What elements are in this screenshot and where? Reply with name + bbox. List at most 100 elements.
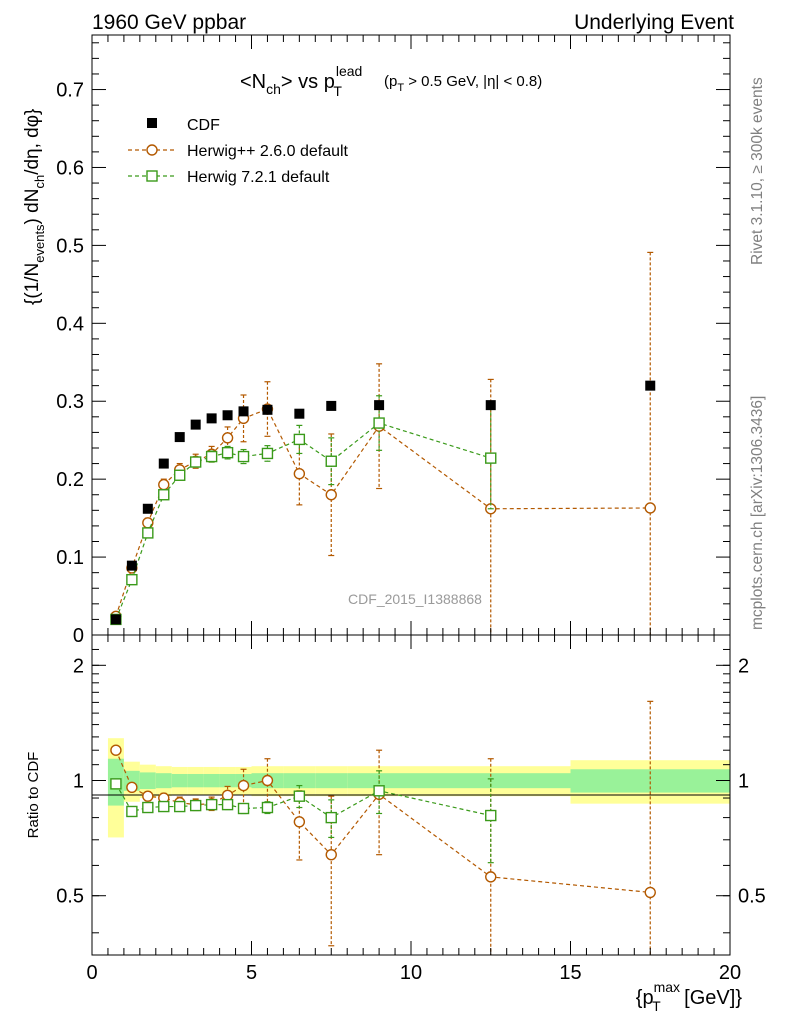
main-y-tick-label: 0 — [73, 625, 84, 647]
herwig7-point — [221, 446, 234, 459]
ratio-y-axis-label: Ratio to CDF — [25, 752, 42, 839]
rivet-version-label: Rivet 3.1.10, ≥ 300k events — [749, 77, 766, 265]
legend-label-cdf: CDF — [187, 117, 220, 134]
title-cut-pt: > 0.5 GeV, — [404, 73, 483, 90]
cdf-point — [238, 406, 249, 417]
ratio-band-inner — [139, 772, 156, 790]
title-cut-open: (p — [384, 73, 397, 90]
herwig7-point — [325, 455, 337, 467]
ratio-y-tick-label-right: 0.5 — [738, 886, 766, 908]
ratio-band-inner — [171, 773, 188, 788]
herwig7-point — [373, 417, 385, 429]
herwig7-point — [189, 456, 202, 468]
x-axis-label: {pmax T [GeV]} — [636, 979, 743, 1014]
herwigpp-point — [325, 489, 337, 501]
title-cut-t-sub: T — [397, 82, 404, 94]
header-analysis-label: Underlying Event — [574, 11, 734, 34]
herwigpp-point — [142, 517, 154, 529]
ratio-herwig7-point — [261, 801, 274, 814]
title-nch-open: <N — [240, 71, 266, 93]
main-y-axis-label: {(1/Nevents) dNch/dη, dφ} — [22, 109, 47, 305]
x-tick-label: 20 — [719, 962, 741, 984]
ratio-herwig7-point — [237, 802, 250, 815]
ratio-y-tick-label: 2 — [73, 655, 84, 677]
ratio-band-inner — [570, 769, 730, 793]
herwig7-point — [158, 489, 170, 501]
legend-label-herwigpp: Herwig++ 2.6.0 default — [187, 143, 349, 160]
ratio-herwigpp-point — [237, 779, 250, 792]
cdf-point — [110, 614, 121, 625]
legend-marker-circle — [146, 144, 158, 156]
mcplots-reference-label: mcplots.cern.ch [arXiv:1306.3436] — [749, 396, 766, 630]
ratio-herwig7-point — [485, 809, 497, 822]
cdf-point — [158, 458, 169, 469]
herwig7-point — [261, 447, 274, 460]
ratio-herwig7-point — [126, 805, 138, 818]
header-beam-label: 1960 GeV ppbar — [92, 11, 246, 34]
ratio-herwigpp-point — [261, 774, 274, 787]
cdf-point — [142, 503, 153, 514]
ratio-herwigpp-point — [126, 781, 138, 793]
herwigpp-point — [221, 432, 234, 444]
herwig7-point — [293, 433, 306, 446]
herwig7-point — [485, 452, 497, 464]
main-y-tick-label: 0.4 — [56, 313, 84, 335]
herwigpp-point — [158, 478, 170, 491]
ratio-herwig7-point — [142, 801, 154, 814]
analysis-watermark: CDF_2015_I1388868 — [348, 591, 482, 607]
title-lead-sup: lead — [336, 63, 362, 79]
herwigpp-line — [115, 408, 651, 617]
legend-label-herwig7: Herwig 7.2.1 default — [187, 169, 330, 186]
ratio-herwig7-point — [221, 798, 234, 811]
legend: CDF Herwig++ 2.6.0 default Herwig 7.2.1 … — [128, 117, 349, 186]
legend-marker-open-square — [146, 170, 158, 182]
cdf-point — [485, 400, 496, 411]
ratio-panel-axes: 0 5 10 15 20 0.5 0.5 1 1 2 2 — [56, 635, 766, 984]
herwig7-point — [142, 527, 154, 539]
ratio-herwig7-point — [293, 790, 306, 802]
main-panel-series — [110, 251, 656, 635]
ratio-band-inner — [283, 773, 316, 789]
ratio-y-tick-label: 0.5 — [56, 886, 84, 908]
ratio-band-inner — [203, 773, 220, 788]
main-y-tick-label: 0.5 — [56, 235, 84, 257]
ratio-herwigpp-point — [221, 789, 234, 801]
ratio-band-inner — [155, 773, 172, 789]
cdf-point — [190, 419, 201, 430]
title-nch-sub: ch — [266, 81, 281, 97]
ratio-herwig7-point — [205, 798, 218, 811]
ratio-band-inner — [187, 773, 204, 788]
ratio-band-inner — [219, 773, 236, 788]
ratio-herwig7-point — [373, 785, 385, 797]
ratio-y-tick-label: 1 — [73, 771, 84, 793]
ratio-y-tick-label-right: 1 — [738, 771, 749, 793]
main-y-tick-label: 0.1 — [56, 547, 84, 569]
x-tick-label: 10 — [400, 962, 422, 984]
cdf-point — [645, 380, 656, 391]
ratio-band-inner — [315, 773, 348, 789]
cdf-point — [326, 400, 337, 411]
ratio-herwigpp-point — [142, 790, 154, 802]
ratio-herwigpp-point — [325, 848, 337, 861]
ratio-herwig7-point — [174, 800, 186, 813]
ratio-panel-series — [110, 700, 656, 955]
x-tick-label: 0 — [86, 962, 97, 984]
main-y-tick-label: 0.6 — [56, 157, 84, 179]
herwig7-line — [115, 422, 491, 620]
herwigpp-point — [293, 468, 306, 480]
herwigpp-point — [644, 502, 656, 514]
ratio-herwig7-point — [325, 811, 337, 824]
cdf-point — [222, 410, 233, 421]
ratio-herwig7-point — [189, 799, 202, 812]
cdf-point — [174, 432, 185, 443]
ratio-herwig7-point — [158, 800, 170, 813]
ratio-herwigpp-point — [485, 871, 497, 883]
cdf-point — [374, 400, 385, 411]
herwig7-point — [126, 573, 138, 586]
title-pt-sub: T — [333, 83, 342, 99]
cdf-point — [262, 404, 273, 415]
cdf-point — [126, 560, 137, 571]
main-title: <Nch> vs plead T (pT > 0.5 GeV, |η| < 0.8… — [240, 63, 542, 101]
legend-entry-cdf: CDF — [147, 117, 220, 134]
